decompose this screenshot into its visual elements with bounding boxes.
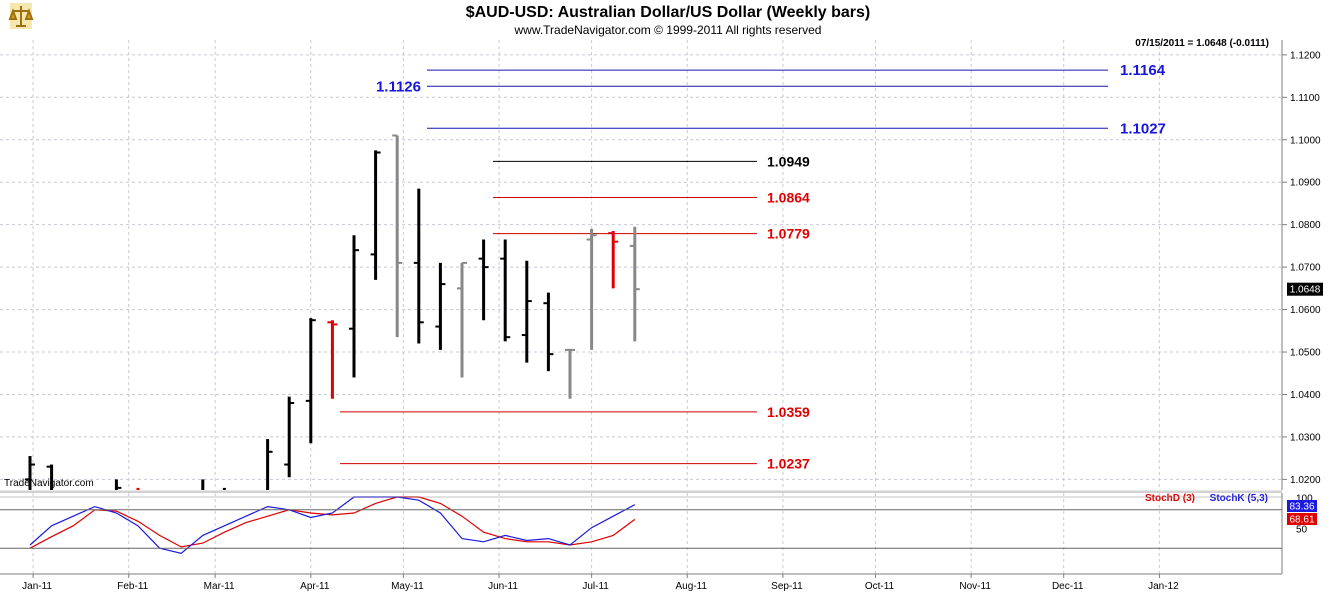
last-price-badge: 1.0648 bbox=[1287, 282, 1323, 296]
stoch-y-tick-label: 50 bbox=[1296, 525, 1308, 536]
level-label: 1.0949 bbox=[767, 153, 810, 169]
x-tick-label: Nov-11 bbox=[959, 581, 991, 592]
legend-stochk: StochK (5,3) bbox=[1210, 493, 1268, 504]
y-tick-label: 1.1100 bbox=[1290, 93, 1320, 104]
ohlc-bar bbox=[629, 226, 640, 342]
price-panel: 1.1164 1.1126 1.1027 1.0949 1.0864 1.0779 1.03… bbox=[0, 40, 1323, 490]
ohlc-bar bbox=[327, 320, 338, 399]
y-tick-label: 1.0200 bbox=[1290, 475, 1321, 486]
y-tick-label: 1.0500 bbox=[1290, 348, 1321, 359]
watermark: TradeNavigator.com bbox=[4, 478, 94, 489]
x-tick-label: Oct-11 bbox=[865, 581, 895, 592]
y-tick-label: 1.0900 bbox=[1290, 178, 1321, 189]
x-tick-label: Jan-12 bbox=[1148, 581, 1179, 592]
x-tick-label: Jun-11 bbox=[488, 581, 518, 592]
level-label: 1.0359 bbox=[767, 404, 810, 420]
level-label: 1.0237 bbox=[767, 456, 810, 472]
ohlc-bar bbox=[521, 260, 532, 363]
last-price-label: 1.0648 bbox=[1290, 285, 1321, 296]
y-tick-label: 1.0600 bbox=[1290, 305, 1321, 316]
ohlc-bar bbox=[435, 262, 446, 350]
copyright-text: www.TradeNavigator.com © 1999-2011 All r… bbox=[514, 23, 822, 37]
x-tick-label: Sep-11 bbox=[771, 581, 803, 592]
x-tick-label: Mar-11 bbox=[204, 581, 235, 592]
ohlc-bar bbox=[305, 318, 316, 444]
x-tick-label: Jan-11 bbox=[22, 581, 52, 592]
ohlc-bar bbox=[413, 188, 424, 344]
ohlc-bar bbox=[586, 228, 597, 350]
ohlc-bar bbox=[392, 134, 403, 338]
ohlc-bar bbox=[284, 396, 295, 478]
stoch-k-line bbox=[29, 496, 636, 554]
level-label: 1.0779 bbox=[767, 226, 810, 242]
y-tick-label: 1.1200 bbox=[1290, 50, 1321, 61]
y-tick-label: 1.0400 bbox=[1290, 390, 1321, 401]
stoch-d-line bbox=[29, 496, 636, 549]
ohlc-bar bbox=[457, 261, 467, 378]
x-tick-label: May-11 bbox=[391, 581, 424, 592]
ohlc-bar bbox=[478, 239, 489, 321]
x-tick-label: Feb-11 bbox=[117, 581, 148, 592]
ohlc-bar bbox=[370, 150, 381, 280]
ohlc-bar bbox=[46, 464, 54, 490]
ohlc-bar bbox=[349, 235, 359, 378]
stochk-latest-label: 83.36 bbox=[1289, 502, 1314, 513]
chart-title: $AUD-USD: Australian Dollar/US Dollar (W… bbox=[466, 4, 871, 21]
legend-stochd: StochD (3) bbox=[1145, 493, 1195, 504]
ohlc-bar bbox=[266, 439, 273, 490]
level-label: 1.0864 bbox=[767, 190, 810, 206]
ohlc-bar bbox=[608, 231, 619, 289]
y-tick-label: 1.1000 bbox=[1290, 135, 1321, 146]
x-tick-label: Dec-11 bbox=[1052, 581, 1084, 592]
level-label: 1.1164 bbox=[1120, 62, 1166, 79]
ohlc-bar bbox=[543, 292, 554, 372]
ohlc-bar bbox=[114, 479, 122, 490]
ohlc-bar bbox=[500, 239, 511, 342]
x-tick-label: Jul-11 bbox=[582, 581, 609, 592]
stoch-y-tick-label: 100 bbox=[1296, 494, 1313, 505]
y-tick-label: 1.0800 bbox=[1290, 220, 1321, 231]
x-tick-label: Apr-11 bbox=[300, 581, 330, 592]
ohlc-bar bbox=[25, 456, 35, 490]
x-tick-label: Aug-11 bbox=[675, 581, 707, 592]
last-quote-text: 07/15/2011 = 1.0648 (-0.0111) bbox=[1135, 38, 1269, 49]
y-tick-label: 1.0300 bbox=[1290, 432, 1321, 443]
level-label: 1.1027 bbox=[1120, 120, 1166, 137]
level-label: 1.1126 bbox=[376, 78, 421, 95]
scales-logo-icon bbox=[8, 3, 34, 29]
stochd-latest-label: 68.61 bbox=[1289, 515, 1314, 526]
stochastic-panel: StochD (3) StochK (5,3) 100 50 83.36 68.6… bbox=[0, 493, 1317, 574]
ohlc-bar bbox=[565, 348, 575, 399]
y-tick-label: 1.0700 bbox=[1290, 263, 1321, 274]
